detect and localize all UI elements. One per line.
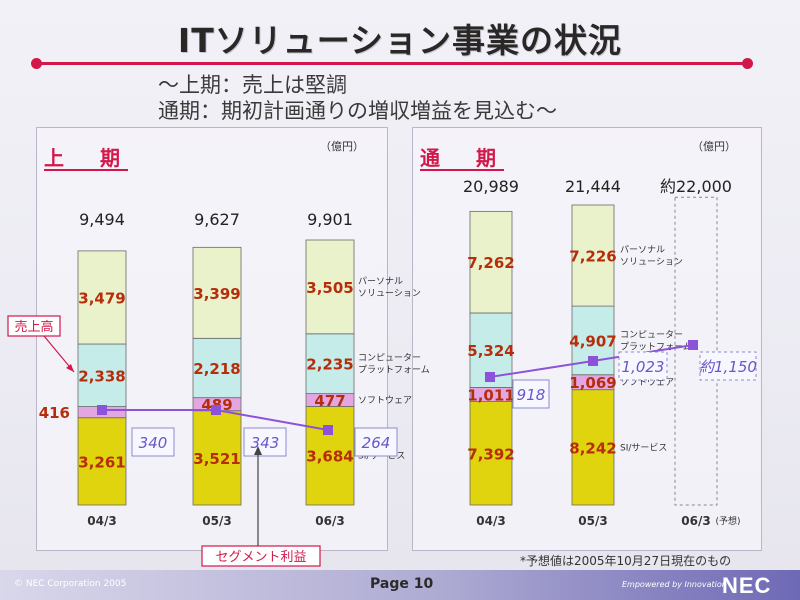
full-year-segment-profit-label-3: 約1,150: [699, 358, 757, 376]
footer-bar: © NEC Corporation 2005 Page 10 Empowered…: [0, 570, 800, 600]
first-half-title: 上 期: [44, 146, 128, 170]
full-year-segment-profit-marker-2: [588, 356, 598, 366]
first-half-label-personal-1: 3,479: [78, 289, 125, 307]
first-half-label-platform-1: 2,338: [78, 367, 125, 385]
first-half-label-software-1: 416: [39, 404, 70, 422]
full-year-legend-platform-line2: プラットフォーム: [620, 341, 692, 352]
first-half-legend-software: ソフトウェア: [358, 395, 412, 406]
first-half-label-si-service-2: 3,521: [193, 450, 240, 468]
page-number: Page 10: [370, 576, 434, 592]
first-half-legend-platform-line2: プラットフォーム: [358, 365, 430, 376]
first-half-label-personal-3: 3,505: [306, 279, 353, 297]
first-half-segment-profit-marker-3: [323, 425, 333, 435]
first-half-label-si-service-3: 3,684: [306, 448, 353, 466]
full-year-total-1: 20,989: [463, 177, 519, 196]
full-year-label-platform-1: 5,324: [467, 342, 514, 360]
full-year-segment-profit-box-2: [618, 351, 668, 381]
first-half-segment-profit-box-1: [131, 427, 175, 457]
first-half-label-software-3: 477: [314, 392, 345, 410]
first-half-total-3: 9,901: [307, 210, 353, 229]
full-year-total-2: 21,444: [565, 177, 621, 196]
full-year-bar-forecast-3: [674, 196, 718, 506]
first-half-label-platform-2: 2,218: [193, 360, 240, 378]
sales-callout-label: 売上高: [14, 319, 53, 335]
first-half-category-1: 04/3: [87, 514, 116, 528]
sales-callout-box: [7, 315, 61, 337]
first-half-total-2: 9,627: [194, 210, 240, 229]
full-year-legend-si-service: SI/サービス: [620, 442, 667, 453]
full-year-legend-personal-line2: ソリューション: [620, 258, 683, 268]
full-year-category-3: 06/3: [681, 514, 710, 528]
nec-logo: NEC: [722, 573, 772, 598]
full-year-title: 通 期: [420, 146, 504, 170]
first-half-segment-profit-label-3: 264: [362, 434, 391, 452]
first-half-label-platform-3: 2,235: [306, 356, 353, 374]
first-half-category-2: 05/3: [202, 514, 231, 528]
sales-callout-arrowhead: [66, 364, 74, 372]
segment-profit-callout-label: セグメント利益: [215, 550, 306, 565]
first-half-bar-personal-3: [305, 239, 355, 335]
first-half-segment-profit-label-1: 340: [139, 434, 168, 452]
full-year-category-1: 04/3: [476, 514, 505, 528]
first-half-segment-profit-box-2: [243, 427, 287, 457]
copyright-text: © NEC Corporation 2005: [14, 579, 127, 589]
full-year-bar-personal-1: [469, 210, 513, 314]
segment-profit-callout-box: [201, 545, 321, 567]
first-half-category-3: 06/3: [315, 514, 344, 528]
subtitle-first-half: ～上期：売上は堅調: [158, 73, 347, 97]
subtitle-full-year: 通期：期初計画通りの増収増益を見込む～: [158, 99, 557, 123]
first-half-bar-personal-1: [77, 250, 127, 345]
full-year-bar-personal-2: [571, 204, 615, 307]
first-half-bar-si-service-1: [77, 417, 127, 506]
first-half-segment-profit-label-2: 343: [251, 434, 280, 452]
first-half-bar-personal-2: [192, 246, 242, 339]
full-year-label-personal-1: 7,262: [467, 254, 514, 272]
full-year-legend-personal: パーソナル: [620, 245, 665, 256]
full-year-segment-profit-label-2: 1,023: [622, 358, 665, 376]
full-year-label-si-service-1: 7,392: [467, 445, 514, 463]
tagline-text: Empowered by Innovation: [622, 580, 727, 589]
first-half-segment-profit-box-3: [354, 427, 398, 457]
full-year-label-platform-2: 4,907: [569, 332, 616, 350]
full-year-label-personal-2: 7,226: [569, 248, 616, 266]
forecast-note: *予想値は2005年10月27日現在のもの: [520, 554, 732, 568]
first-half-segment-profit-marker-2: [211, 405, 221, 415]
first-half-legend-personal: パーソナル: [358, 276, 403, 287]
page-title: ITソリューション事業の状況: [177, 21, 623, 60]
segment-profit-callout-arrowhead: [254, 446, 262, 455]
full-year-bar-si-service-1: [469, 401, 513, 506]
first-half-label-personal-2: 3,399: [193, 285, 240, 303]
full-year-label-software-1: 1,011: [467, 387, 514, 405]
full-year-total-3: 約22,000: [660, 177, 732, 196]
full-year-segment-profit-marker-3: [688, 340, 698, 350]
title-divider: [31, 58, 753, 69]
first-half-bar-platform-3: [305, 333, 355, 395]
first-half-segment-profit-marker-1: [97, 405, 107, 415]
full-year-legend-platform: コンピューター: [620, 329, 683, 340]
full-year-segment-profit-marker-1: [485, 372, 495, 382]
full-year-label-si-service-2: 8,242: [569, 439, 616, 457]
full-year-segment-profit-label-1: 918: [517, 386, 546, 404]
full-year-category-2: 05/3: [578, 514, 607, 528]
full-year-segment-profit-box-3: [699, 351, 757, 381]
first-half-label-si-service-1: 3,261: [78, 453, 125, 471]
full-year-category-note-3: (予想): [715, 515, 740, 527]
full-year-unit: （億円）: [692, 140, 736, 153]
full-year-legend-software: ソフトウェア: [620, 377, 674, 388]
first-half-total-1: 9,494: [79, 210, 125, 229]
first-half-legend-personal-line2: ソリューション: [358, 289, 421, 299]
full-year-segment-profit-box-1: [512, 379, 550, 409]
first-half-bar-platform-2: [192, 337, 242, 399]
full-year-label-software-2: 1,069: [569, 374, 616, 392]
first-half-bar-si-service-2: [192, 410, 242, 506]
first-half-unit: （億円）: [320, 140, 364, 153]
first-half-legend-platform: コンピューター: [358, 353, 421, 364]
